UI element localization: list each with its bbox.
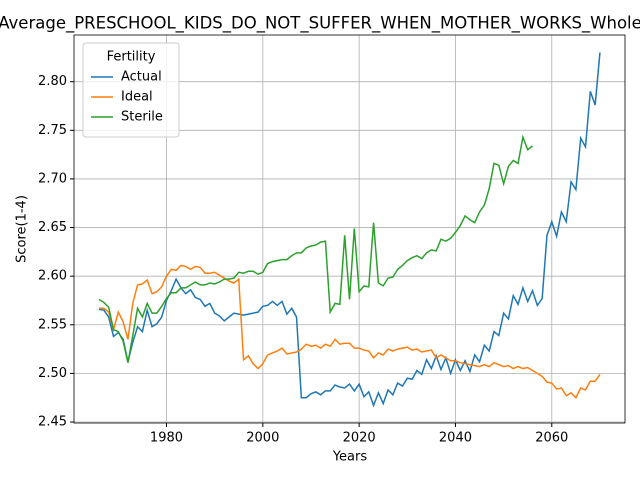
y-tick-label: 2.55 (38, 317, 67, 332)
x-tick-label: 2040 (439, 431, 472, 446)
x-axis-label: Years (332, 450, 368, 465)
x-tick-label: 2000 (246, 431, 279, 446)
series-line (98, 134, 533, 363)
x-tick-label: 2060 (535, 431, 568, 446)
y-tick-label: 2.80 (38, 74, 67, 89)
legend-label: Actual (121, 70, 162, 85)
plot-frame (73, 34, 626, 424)
y-tick-label: 2.45 (38, 415, 67, 430)
legend-box (82, 42, 180, 138)
legend-title: Fertility (107, 50, 156, 65)
legend-label: Sterile (121, 110, 163, 125)
y-axis-label: Score(1-4) (15, 195, 30, 263)
series-line (98, 52, 601, 408)
y-tick-label: 2.75 (38, 123, 67, 138)
legend-label: Ideal (121, 90, 153, 105)
series-line (99, 264, 601, 399)
x-tick-label: 1980 (150, 431, 183, 446)
x-tick-label: 2020 (343, 431, 376, 446)
y-tick-label: 2.60 (38, 269, 67, 284)
y-tick-label: 2.50 (38, 366, 67, 381)
y-tick-label: 2.70 (38, 171, 67, 186)
y-tick-label: 2.65 (38, 220, 67, 235)
chart-title: Average_PRESCHOOL_KIDS_DO_NOT_SUFFER_WHE… (0, 14, 640, 34)
